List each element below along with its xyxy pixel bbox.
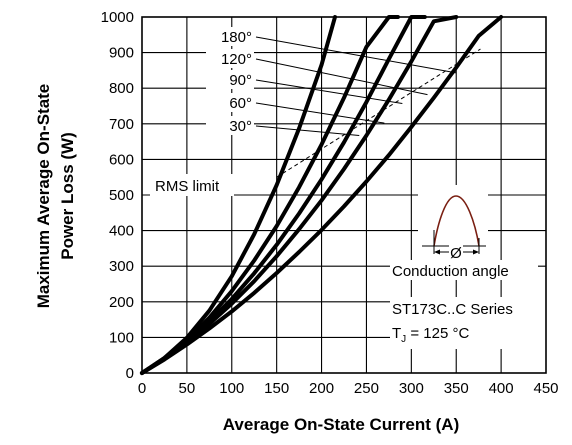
rms-limit-label-bg bbox=[150, 174, 234, 196]
x-tick-label: 250 bbox=[354, 380, 379, 397]
x-tick-label: 300 bbox=[399, 380, 424, 397]
junction-temp-label: TJ = 125 °C bbox=[392, 325, 469, 345]
label-leader-120deg bbox=[255, 58, 428, 96]
conduction-angle-label-bg bbox=[390, 260, 538, 280]
tj-symbol: T bbox=[392, 325, 401, 342]
curve-label-180deg: 180° bbox=[221, 29, 252, 46]
x-axis-title: Average On-State Current (A) bbox=[223, 415, 459, 434]
curve-label-90deg: 90° bbox=[229, 72, 252, 89]
curves bbox=[140, 15, 504, 375]
y-tick-label: 400 bbox=[109, 223, 134, 240]
series-name-label: ST173C..C Series bbox=[392, 301, 513, 318]
y-tick-label: 800 bbox=[109, 80, 134, 97]
label-leader-180deg bbox=[255, 36, 457, 74]
y-tick-label: 200 bbox=[109, 294, 134, 311]
y-tick-label: 0 bbox=[126, 365, 134, 382]
x-tick-label: 150 bbox=[264, 380, 289, 397]
curve-label-bg bbox=[206, 49, 254, 68]
x-tick-label: 200 bbox=[309, 380, 334, 397]
rms-limit-label: RMS limit bbox=[155, 178, 220, 195]
curve-label-bg bbox=[206, 70, 254, 89]
y-tick-label: 1000 bbox=[101, 9, 134, 26]
tick-labels: 0 50 100 150 200 250 300 350 400 450 0 100 200 300 400… bbox=[101, 9, 559, 397]
curve-label-60deg: 60° bbox=[229, 95, 252, 112]
series-info-bg bbox=[390, 297, 546, 349]
curve-label-bg bbox=[206, 116, 254, 135]
curve-label-120deg: 120° bbox=[221, 51, 252, 68]
x-tick-label: 450 bbox=[533, 380, 558, 397]
curve-30deg bbox=[140, 15, 337, 375]
curve-label-bg bbox=[206, 27, 254, 46]
y-tick-label: 500 bbox=[109, 187, 134, 204]
y-axis-title-line2: Power Loss (W) bbox=[58, 132, 77, 260]
y-axis-title-line1: Maximum Average On-State bbox=[34, 84, 53, 309]
x-tick-label: 0 bbox=[138, 380, 146, 397]
tj-value: = 125 °C bbox=[406, 325, 469, 342]
x-tick-label: 400 bbox=[489, 380, 514, 397]
y-tick-label: 700 bbox=[109, 116, 134, 133]
inset-symbol-bg bbox=[449, 244, 463, 260]
x-tick-label: 350 bbox=[444, 380, 469, 397]
y-tick-label: 300 bbox=[109, 258, 134, 275]
label-leader-30deg bbox=[255, 125, 360, 137]
y-tick-label: 100 bbox=[109, 329, 134, 346]
conduction-angle-inset: Ø bbox=[418, 185, 488, 262]
label-leader-60deg bbox=[255, 102, 385, 124]
y-tick-label: 600 bbox=[109, 151, 134, 168]
conduction-angle-symbol: Ø bbox=[450, 245, 462, 262]
curve-label-bg bbox=[206, 93, 254, 112]
curve-label-30deg: 30° bbox=[229, 118, 252, 135]
inset-arrow-head-left bbox=[434, 249, 440, 255]
inset-arrow-head-right bbox=[473, 249, 479, 255]
x-tick-label: 50 bbox=[179, 380, 196, 397]
inset-waveform bbox=[433, 195, 480, 247]
plot-frame bbox=[141, 16, 547, 374]
x-tick-label: 100 bbox=[219, 380, 244, 397]
curve-labels: 180° 120° 90° 60° 30° bbox=[206, 27, 457, 137]
tj-subscript: J bbox=[401, 334, 406, 345]
curve-180deg bbox=[140, 15, 504, 375]
conduction-angle-label: Conduction angle bbox=[392, 263, 509, 280]
label-leader-90deg bbox=[255, 79, 403, 105]
y-tick-label: 900 bbox=[109, 45, 134, 62]
